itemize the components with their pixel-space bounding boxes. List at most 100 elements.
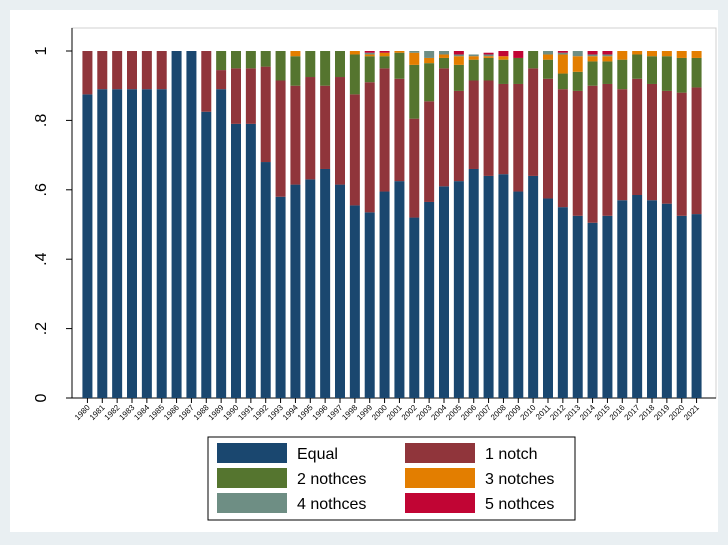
bar-segment	[483, 52, 494, 55]
bar-segment	[691, 214, 702, 398]
bar-segment	[498, 174, 509, 398]
bar-segment	[245, 51, 256, 69]
bar-segment	[453, 90, 464, 182]
legend-label: 2 nothces	[297, 471, 366, 488]
bar-segment	[394, 52, 405, 79]
bar-segment	[528, 175, 539, 398]
bar-segment	[424, 201, 435, 398]
bar-segment	[557, 207, 568, 398]
bar-segment	[409, 51, 420, 53]
bar-segment	[483, 54, 494, 57]
bar-segment	[453, 56, 464, 65]
bar-segment	[305, 77, 316, 180]
bar-segment	[647, 200, 657, 398]
bar-segment	[335, 51, 345, 78]
bar-segment	[572, 56, 583, 72]
bar-segment	[661, 51, 672, 57]
bar-segment	[231, 123, 241, 399]
bar-segment	[602, 56, 613, 62]
bar-segment	[632, 78, 643, 196]
bar-segment	[572, 71, 583, 91]
bar-segment	[97, 51, 108, 90]
y-tick-label: .8	[33, 114, 50, 127]
bar-segment	[587, 222, 598, 398]
bar-segment	[216, 70, 227, 90]
bar-segment	[290, 85, 301, 185]
bar-segment	[156, 89, 167, 399]
bar-segment	[647, 83, 657, 201]
bar-segment	[424, 63, 435, 102]
bar-segment	[661, 203, 672, 398]
bar-segment	[647, 51, 657, 57]
bar-segment	[453, 181, 464, 398]
bar-segment	[513, 191, 524, 398]
bar-segment	[543, 78, 553, 199]
bar-segment	[587, 51, 598, 55]
y-tick-label: .4	[33, 252, 50, 265]
bar-segment	[498, 51, 509, 57]
bar-segment	[216, 51, 227, 71]
bar-segment	[557, 54, 568, 74]
bar-segment	[587, 85, 598, 223]
bar-segment	[602, 215, 613, 398]
bar-segment	[572, 51, 583, 57]
bar-segment	[468, 168, 479, 398]
bar-segment	[498, 83, 509, 175]
bar-segment	[439, 186, 449, 398]
bar-segment	[409, 118, 420, 218]
bar-segment	[305, 179, 316, 398]
bar-segment	[676, 215, 687, 398]
bar-segment	[364, 82, 375, 213]
legend-swatch	[217, 468, 287, 488]
bar-segment	[260, 162, 271, 398]
bar-segment	[691, 51, 702, 58]
bar-segment	[572, 215, 583, 398]
bar-segment	[216, 89, 227, 399]
bar-segment	[97, 89, 108, 399]
bar-segment	[587, 56, 598, 62]
bar-segment	[320, 85, 331, 169]
bar-segment	[349, 205, 360, 398]
bar-segment	[245, 123, 256, 399]
bar-segment	[424, 57, 435, 64]
bar-segment	[439, 54, 449, 58]
bar-segment	[320, 168, 331, 398]
bar-segment	[483, 57, 494, 81]
bar-segment	[647, 56, 657, 84]
bar-segment	[498, 59, 509, 84]
bar-segment	[676, 92, 687, 216]
bar-segment	[513, 51, 524, 58]
bar-segment	[127, 51, 137, 90]
bar-segment	[275, 196, 286, 398]
bar-segment	[513, 57, 524, 84]
bar-segment	[439, 57, 449, 69]
bar-segment	[409, 52, 420, 65]
bar-segment	[557, 89, 568, 208]
bar-segment	[453, 64, 464, 91]
bar-segment	[543, 59, 553, 79]
bar-segment	[379, 52, 390, 57]
bar-segment	[513, 83, 524, 192]
bar-segment	[364, 212, 375, 398]
bar-segment	[409, 217, 420, 398]
bar-segment	[231, 51, 241, 69]
legend-swatch	[405, 468, 475, 488]
bar-segment	[275, 51, 286, 81]
bar-segment	[364, 52, 375, 55]
bar-segment	[201, 111, 212, 398]
y-tick-label: .6	[33, 183, 50, 196]
bar-segment	[617, 200, 628, 398]
bar-segment	[424, 51, 435, 58]
bar-segment	[439, 68, 449, 187]
bar-segment	[424, 101, 435, 202]
bar-segment	[320, 51, 331, 86]
bar-segment	[602, 61, 613, 84]
bar-segment	[260, 66, 271, 163]
bar-segment	[245, 68, 256, 124]
bar-segment	[231, 68, 241, 124]
bar-segment	[602, 51, 613, 55]
bar-segment	[364, 54, 375, 57]
bar-segment	[632, 51, 643, 55]
bar-segment	[602, 83, 613, 216]
bar-segment	[557, 52, 568, 55]
